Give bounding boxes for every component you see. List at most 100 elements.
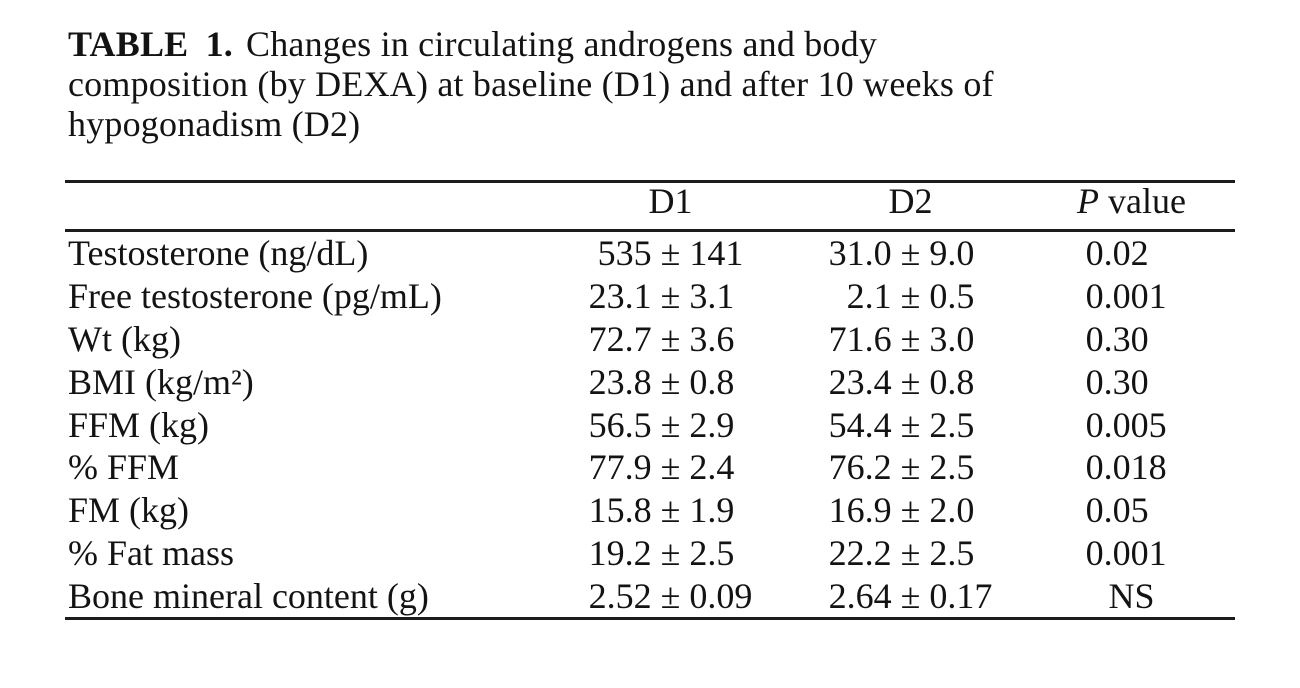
d1-value-cell: 56.5 ±2.9	[548, 404, 793, 446]
table-row: BMI (kg/m²) 23.8 ±0.8 23.4 ±0.8 0.30	[65, 360, 1235, 403]
p-value-cell: 0.001	[1028, 275, 1235, 317]
d2-sd: 3.0	[929, 318, 975, 359]
plus-minus-symbol: ±	[900, 361, 921, 402]
p-value: 0.02	[1085, 233, 1149, 274]
d2-sd: 2.5	[929, 404, 975, 445]
p-value: 0.005	[1085, 404, 1167, 445]
d1-value-cell: 15.8 ±1.9	[548, 489, 793, 531]
p-value-cell: 0.30	[1028, 318, 1235, 360]
d1-value-cell: 535 ±141	[548, 232, 793, 274]
d1-value-cell: 72.7 ±3.6	[548, 318, 793, 360]
p-value: 0.05	[1085, 490, 1149, 531]
p-value-cell: 0.02	[1028, 232, 1235, 274]
p-value: 0.001	[1085, 276, 1167, 317]
p-value: 0.018	[1085, 447, 1167, 488]
d1-mean: 535	[597, 233, 652, 274]
row-label: BMI (kg/m²)	[68, 361, 254, 402]
plus-minus-symbol: ±	[900, 490, 921, 531]
row-label: Bone mineral content (g)	[68, 575, 429, 616]
d2-mean: 71.6	[828, 318, 892, 359]
document-page: TABLE 1. Changes in circulating androgens…	[65, 0, 1235, 621]
d1-value-cell: 2.52 ±0.09	[548, 575, 793, 617]
d2-value-cell: 31.0 ±9.0	[793, 232, 1028, 274]
d2-mean: 2.64	[828, 575, 892, 616]
d2-sd: 2.0	[929, 490, 975, 531]
d1-sd: 3.6	[689, 318, 735, 359]
d2-sd: 0.8	[929, 361, 975, 402]
caption-line-1: TABLE 1. Changes in circulating androgens…	[68, 24, 1235, 64]
d2-sd: 0.5	[929, 276, 975, 317]
plus-minus-symbol: ±	[900, 575, 921, 616]
plus-minus-symbol: ±	[660, 233, 681, 274]
d1-mean: 77.9	[588, 447, 652, 488]
d2-value-cell: 76.2 ±2.5	[793, 446, 1028, 488]
plus-minus-symbol: ±	[660, 318, 681, 359]
d1-sd: 1.9	[689, 490, 735, 531]
caption-line-2: composition (by DEXA) at baseline (D1) a…	[68, 64, 994, 104]
d2-sd: 2.5	[929, 447, 975, 488]
d2-sd: 0.17	[929, 575, 993, 616]
table-row: % FFM 77.9 ±2.4 76.2 ±2.5 0.018	[65, 446, 1235, 489]
plus-minus-symbol: ±	[660, 404, 681, 445]
caption-line-3: hypogonadism (D2)	[68, 104, 361, 144]
d2-sd: 9.0	[929, 233, 975, 274]
d1-sd: 3.1	[689, 276, 735, 317]
p-value-cell: 0.018	[1028, 446, 1235, 488]
p-value: 0.30	[1085, 318, 1149, 359]
p-symbol: P	[1077, 181, 1100, 221]
d2-value-cell: 22.2 ±2.5	[793, 532, 1028, 574]
d1-mean: 19.2	[588, 532, 652, 573]
d1-mean: 23.8	[588, 361, 652, 402]
row-label: Wt (kg)	[68, 318, 181, 359]
plus-minus-symbol: ±	[900, 447, 921, 488]
d2-mean: 54.4	[828, 404, 892, 445]
plus-minus-symbol: ±	[900, 404, 921, 445]
d1-sd: 141	[689, 233, 744, 274]
d1-sd: 0.8	[689, 361, 735, 402]
row-label: FFM (kg)	[68, 404, 210, 445]
p-value: 0.30	[1085, 361, 1149, 402]
p-value-cell: 0.30	[1028, 361, 1235, 403]
row-label: % Fat mass	[68, 532, 234, 573]
column-header-d2: D2	[888, 181, 933, 221]
table-row: Bone mineral content (g) 2.52 ±0.09 2.64 ±…	[65, 574, 1235, 617]
d1-value-cell: 77.9 ±2.4	[548, 446, 793, 488]
d2-mean: 22.2	[828, 532, 892, 573]
plus-minus-symbol: ±	[900, 276, 921, 317]
row-label: FM (kg)	[68, 490, 190, 531]
table-row: FM (kg) 15.8 ±1.9 16.9 ±2.0 0.05	[65, 489, 1235, 532]
table-body: Testosterone (ng/dL) 535 ±141 31.0 ±9.0 0.…	[65, 232, 1235, 617]
plus-minus-symbol: ±	[660, 490, 681, 531]
d2-value-cell: 54.4 ±2.5	[793, 404, 1028, 446]
plus-minus-symbol: ±	[660, 532, 681, 573]
d2-value-cell: 16.9 ±2.0	[793, 489, 1028, 531]
d1-value-cell: 23.8 ±0.8	[548, 361, 793, 403]
plus-minus-symbol: ±	[900, 318, 921, 359]
table-row: % Fat mass 19.2 ±2.5 22.2 ±2.5 0.001	[65, 532, 1235, 575]
table-row: Wt (kg) 72.7 ±3.6 71.6 ±3.0 0.30	[65, 318, 1235, 361]
p-value-cell: 0.005	[1028, 404, 1235, 446]
row-label: Free testosterone (pg/mL)	[68, 276, 442, 317]
p-value: 0.001	[1085, 532, 1167, 573]
d1-sd: 2.9	[689, 404, 735, 445]
column-header-d1: D1	[648, 181, 693, 221]
d1-sd: 2.4	[689, 447, 735, 488]
plus-minus-symbol: ±	[900, 532, 921, 573]
plus-minus-symbol: ±	[660, 276, 681, 317]
d1-sd: 0.09	[689, 575, 753, 616]
d2-value-cell: 2.64 ±0.17	[793, 575, 1028, 617]
d2-value-cell: 2.1 ±0.5	[793, 275, 1028, 317]
plus-minus-symbol: ±	[660, 361, 681, 402]
d2-mean: 76.2	[828, 447, 892, 488]
d1-mean: 15.8	[588, 490, 652, 531]
d2-sd: 2.5	[929, 532, 975, 573]
plus-minus-symbol: ±	[900, 233, 921, 274]
row-label: Testosterone (ng/dL)	[68, 233, 369, 274]
d1-value-cell: 19.2 ±2.5	[548, 532, 793, 574]
row-label: % FFM	[68, 447, 180, 488]
d2-mean: 16.9	[828, 490, 892, 531]
caption-text: Changes in circulating androgens and bod…	[245, 24, 878, 64]
